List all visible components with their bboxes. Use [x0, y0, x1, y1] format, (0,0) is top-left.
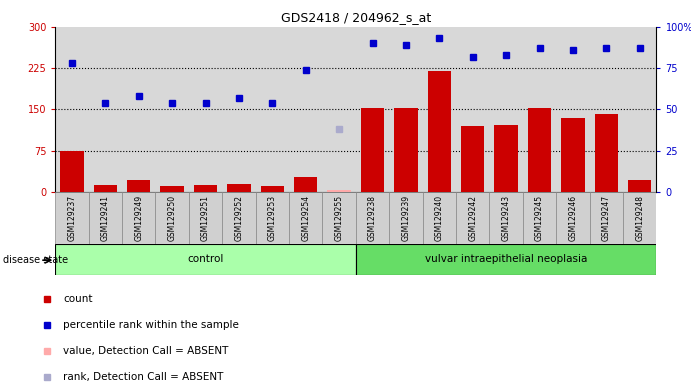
Bar — [94, 185, 117, 192]
Bar — [495, 125, 518, 192]
Text: GSM129242: GSM129242 — [468, 195, 477, 241]
Text: GSM129245: GSM129245 — [535, 195, 544, 241]
Text: value, Detection Call = ABSENT: value, Detection Call = ABSENT — [63, 346, 229, 356]
Bar — [561, 118, 585, 192]
Bar — [389, 192, 423, 244]
Text: GSM129249: GSM129249 — [134, 195, 143, 241]
Bar — [55, 244, 356, 275]
Text: GSM129246: GSM129246 — [569, 195, 578, 241]
Bar — [361, 108, 384, 192]
Bar — [528, 108, 551, 192]
Bar — [556, 192, 589, 244]
Bar — [55, 192, 88, 244]
Text: percentile rank within the sample: percentile rank within the sample — [63, 320, 239, 330]
Text: control: control — [187, 254, 224, 264]
Text: GSM129237: GSM129237 — [68, 195, 77, 241]
Bar — [223, 192, 256, 244]
Bar — [160, 187, 184, 192]
Bar — [395, 108, 417, 192]
Text: vulvar intraepithelial neoplasia: vulvar intraepithelial neoplasia — [425, 254, 587, 264]
Bar — [328, 190, 351, 192]
Bar — [189, 192, 223, 244]
Text: rank, Detection Call = ABSENT: rank, Detection Call = ABSENT — [63, 372, 223, 382]
Bar — [428, 71, 451, 192]
Bar — [60, 151, 84, 192]
Bar — [523, 192, 556, 244]
Bar — [294, 177, 317, 192]
Bar — [127, 180, 151, 192]
Bar — [261, 186, 284, 192]
Title: GDS2418 / 204962_s_at: GDS2418 / 204962_s_at — [281, 11, 431, 24]
Text: GSM129248: GSM129248 — [635, 195, 644, 241]
Bar — [356, 192, 389, 244]
Text: GSM129247: GSM129247 — [602, 195, 611, 241]
Bar — [88, 192, 122, 244]
Text: GSM129253: GSM129253 — [268, 195, 277, 241]
Bar — [323, 192, 356, 244]
Text: GSM129239: GSM129239 — [401, 195, 410, 241]
Bar — [227, 184, 251, 192]
Text: GSM129254: GSM129254 — [301, 195, 310, 241]
Bar — [461, 126, 484, 192]
Text: count: count — [63, 294, 93, 304]
Text: GSM129255: GSM129255 — [334, 195, 343, 241]
Bar — [122, 192, 155, 244]
Bar — [256, 192, 289, 244]
Bar — [623, 192, 656, 244]
Text: disease state: disease state — [3, 255, 68, 265]
Bar — [628, 180, 652, 192]
Bar — [595, 114, 618, 192]
Text: GSM129243: GSM129243 — [502, 195, 511, 241]
Bar — [589, 192, 623, 244]
Text: GSM129250: GSM129250 — [168, 195, 177, 241]
Bar — [155, 192, 189, 244]
Text: GSM129238: GSM129238 — [368, 195, 377, 241]
Bar — [289, 192, 323, 244]
Text: GSM129251: GSM129251 — [201, 195, 210, 241]
Text: GSM129252: GSM129252 — [234, 195, 243, 241]
Bar — [489, 192, 523, 244]
Bar — [194, 185, 217, 192]
Bar — [356, 244, 656, 275]
Bar — [456, 192, 489, 244]
Text: GSM129240: GSM129240 — [435, 195, 444, 241]
Bar — [423, 192, 456, 244]
Text: GSM129241: GSM129241 — [101, 195, 110, 241]
